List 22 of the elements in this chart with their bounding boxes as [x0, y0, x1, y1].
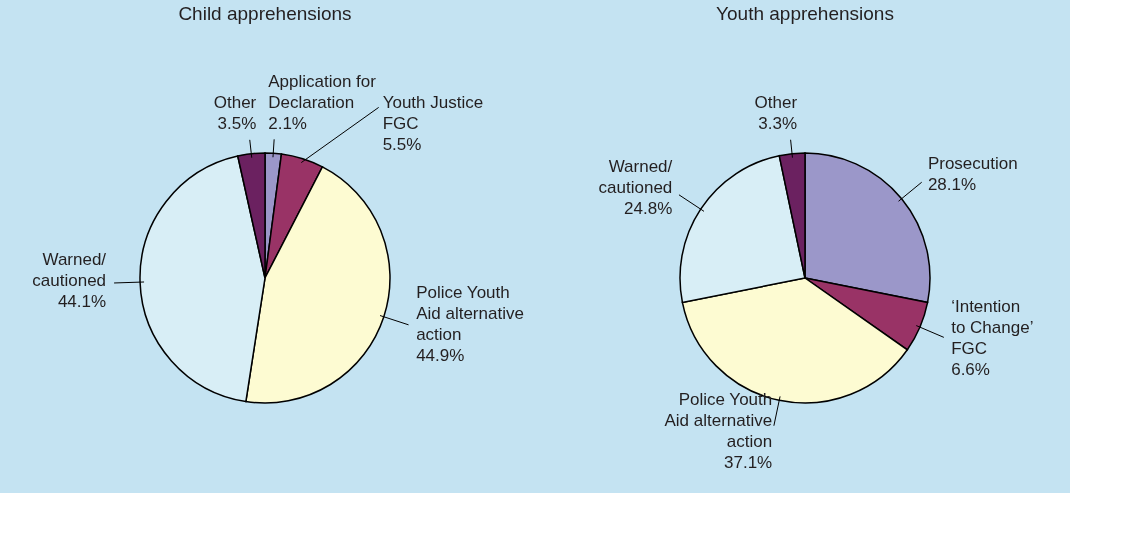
- data-label: 2.1%: [268, 114, 307, 133]
- data-label: 28.1%: [927, 175, 977, 195]
- slice-label: Warned/ cautioned: [32, 249, 107, 290]
- data-label: 24.8%: [624, 198, 673, 218]
- data-label: 5.5%: [382, 134, 422, 154]
- chart-title: Youth apprehensions: [716, 3, 894, 24]
- data-label: 6.6%: [951, 359, 990, 379]
- slice-label: Warned/ cautioned: [598, 156, 673, 197]
- data-label: 3.5%: [217, 114, 257, 133]
- slice-label: Police Youth Aid alternative action: [416, 283, 524, 345]
- slice-label: Police Youth Aid alternative action: [664, 389, 773, 451]
- slice-label: Other: [754, 93, 798, 112]
- data-label: 37.1%: [724, 452, 773, 472]
- slice-label: Prosecution: [927, 154, 1018, 174]
- slice-label: ‘Intention to Change’ FGC: [951, 296, 1034, 358]
- slice-label: Application for Declaration: [268, 72, 377, 112]
- data-label: 44.9%: [416, 346, 465, 366]
- chart-title: Child apprehensions: [178, 3, 352, 24]
- data-label: 3.3%: [758, 114, 798, 133]
- slice-label: Other: [213, 93, 257, 112]
- data-label: 44.1%: [57, 291, 107, 311]
- slice-label: Youth Justice FGC: [382, 92, 484, 133]
